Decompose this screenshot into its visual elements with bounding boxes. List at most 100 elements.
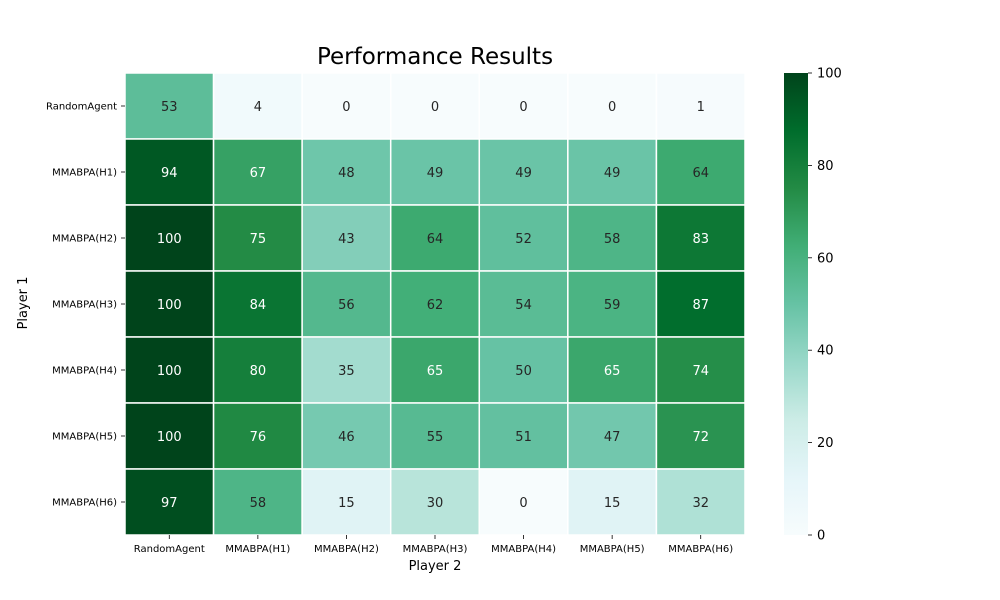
heatmap-cell-value: 84 [250,298,267,313]
heatmap-cell-value: 49 [604,166,621,181]
chart-title: Performance Results [317,44,553,70]
heatmap-cell-value: 83 [692,232,709,247]
colorbar-tick-label: 0 [817,529,825,544]
heatmap-cell [389,204,481,272]
heatmap-cell-value: 0 [608,100,616,115]
heatmap-cell-value: 56 [338,298,355,313]
heatmap-cell-value: 65 [427,364,444,379]
heatmap-cell-value: 47 [604,430,621,445]
colorbar-tick-label: 100 [817,67,842,82]
x-tick-label: MMABPA(H4) [491,544,556,555]
heatmap-cell [124,72,215,140]
heatmap-cell [124,468,215,536]
heatmap-cell-value: 0 [519,100,527,115]
heatmap-cell-value: 53 [161,100,178,115]
x-tick-label: MMABPA(H5) [580,544,645,555]
y-tick-label: MMABPA(H3) [52,300,117,311]
heatmap-cell-value: 58 [604,232,621,247]
heatmap-cell-value: 100 [157,298,182,313]
heatmap-cell-value: 0 [519,496,527,511]
heatmap-cell [655,138,746,206]
heatmap-cell [301,138,392,206]
heatmap-cell-value: 58 [250,496,267,511]
heatmap-cell-value: 0 [431,100,439,115]
heatmap-cell-value: 94 [161,166,178,181]
heatmap-cell-value: 4 [254,100,262,115]
heatmap-cell [301,336,392,404]
x-tick-labels: RandomAgent MMABPA(H1) MMABPA(H2) MMABPA(H3… [134,535,733,555]
y-tick-label: MMABPA(H4) [52,366,117,377]
x-tick-label: RandomAgent [134,544,205,555]
heatmap-cell-value: 76 [250,430,267,445]
heatmap-cell-value: 65 [604,364,621,379]
heatmap-cell-value: 59 [604,298,621,313]
heatmap-cell-value: 100 [157,232,182,247]
colorbar-tick-label: 40 [817,344,834,359]
heatmap-cell [124,336,215,404]
y-tick-label: RandomAgent [46,102,117,113]
heatmap-cell-value: 87 [692,298,709,313]
heatmap-cell-value: 72 [692,430,709,445]
heatmap-cell [655,204,746,272]
heatmap-cell [124,270,215,338]
heatmap-cell-value: 32 [692,496,709,511]
heatmap-cell [655,270,746,338]
heatmap-cell-value: 54 [515,298,532,313]
heatmap-cell-value: 64 [692,166,709,181]
x-tick-label: MMABPA(H3) [403,544,468,555]
heatmap-cell-value: 50 [515,364,532,379]
heatmap-cell [124,402,215,470]
heatmap-cell-value: 15 [338,496,355,511]
colorbar-ticks: 0 20 40 60 80 100 [808,67,842,544]
heatmap-cell [212,72,303,140]
heatmap-cell [389,468,481,536]
heatmap-cell-value: 55 [427,430,444,445]
heatmap-cell-value: 74 [692,364,709,379]
heatmap-cell-value: 15 [604,496,621,511]
colorbar-tick-label: 80 [817,159,834,174]
heatmap-cell [301,204,392,272]
y-tick-label: MMABPA(H1) [52,168,117,179]
y-tick-labels: RandomAgent MMABPA(H1) MMABPA(H2) MMABPA(H3… [46,102,125,509]
heatmap-cell [301,72,392,140]
heatmap-cell [212,270,303,338]
heatmap-cell-value: 80 [250,364,267,379]
heatmap-cell-value: 43 [338,232,355,247]
heatmap-cell [478,468,569,536]
colorbar-tick-label: 20 [817,436,834,451]
heatmap-cell [478,402,569,470]
heatmap-cell [478,204,569,272]
heatmap-cell [567,270,658,338]
x-tick-label: MMABPA(H2) [314,544,379,555]
heatmap-cell-value: 62 [427,298,444,313]
y-tick-label: MMABPA(H5) [52,432,117,443]
colorbar-tick-label: 60 [817,251,834,266]
heatmap-cell-value: 75 [250,232,267,247]
heatmap-cell [212,402,303,470]
heatmap-cell [212,204,303,272]
heatmap-cell-value: 64 [427,232,444,247]
heatmap-cell [567,468,658,536]
heatmap-cell-value: 51 [515,430,532,445]
heatmap-cell-value: 46 [338,430,355,445]
y-tick-label: MMABPA(H2) [52,234,117,245]
heatmap-cell [655,402,746,470]
heatmap-cell-value: 67 [250,166,267,181]
heatmap-cell [478,138,569,206]
heatmap-cell [567,204,658,272]
heatmap-cell-value: 49 [427,166,444,181]
heatmap-cell-value: 52 [515,232,532,247]
colorbar [784,73,808,535]
heatmap-cell [389,402,481,470]
y-tick-label: MMABPA(H6) [52,498,117,509]
heatmap-cell-value: 49 [515,166,532,181]
heatmap-cell-value: 30 [427,496,444,511]
heatmap-cell [655,468,746,536]
heatmap-cell-value: 100 [157,364,182,379]
x-tick-label: MMABPA(H6) [668,544,733,555]
heatmap-cell [567,72,658,140]
x-axis-label: Player 2 [409,559,462,574]
heatmap-cells: 53 4 0 0 0 0 1 94 67 48 49 49 49 64 100 75 43 64 52 58 83 100… [124,72,746,536]
y-axis-label: Player 1 [16,277,31,330]
heatmap-cell-value: 0 [342,100,350,115]
